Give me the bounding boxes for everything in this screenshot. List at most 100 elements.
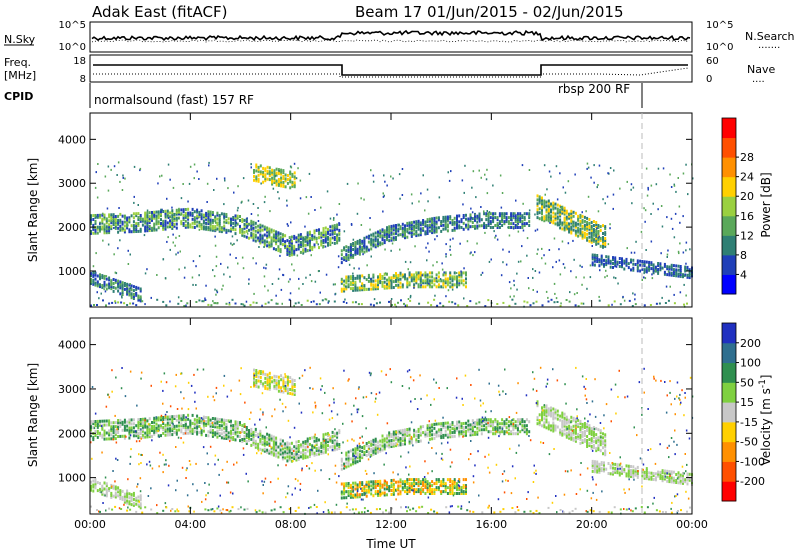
heatmap-cell bbox=[516, 214, 519, 218]
heatmap-cell bbox=[110, 215, 113, 219]
heatmap-cell bbox=[397, 285, 400, 289]
heatmap-noise-cell bbox=[113, 165, 116, 168]
heatmap-cell bbox=[220, 212, 223, 216]
heatmap-cell bbox=[554, 428, 557, 432]
heatmap-cell bbox=[592, 440, 595, 444]
heatmap-cell bbox=[275, 379, 278, 383]
heatmap-cell bbox=[581, 214, 584, 218]
heatmap-cell bbox=[252, 228, 255, 232]
heatmap-cell bbox=[356, 487, 359, 491]
heatmap-cell bbox=[160, 416, 162, 420]
heatmap-cell bbox=[374, 285, 377, 289]
heatmap-cell bbox=[603, 264, 605, 268]
heatmap-cell bbox=[275, 232, 278, 236]
heatmap-cell bbox=[579, 213, 582, 217]
heatmap-cell bbox=[266, 383, 269, 387]
heatmap-cell bbox=[559, 220, 562, 224]
heatmap-cell bbox=[264, 376, 267, 380]
heatmap-cell bbox=[340, 457, 343, 461]
heatmap-noise-cell bbox=[265, 263, 268, 266]
heatmap-cell bbox=[616, 463, 619, 467]
heatmap-cell bbox=[431, 429, 434, 433]
heatmap-cell bbox=[688, 276, 691, 280]
heatmap-noise-cell bbox=[586, 287, 588, 290]
heatmap-noise-cell bbox=[685, 294, 687, 297]
heatmap-cell bbox=[200, 421, 203, 425]
colorbar-tick-label: 20 bbox=[740, 190, 754, 203]
heatmap-cell bbox=[446, 427, 449, 431]
heatmap-cell bbox=[277, 451, 280, 455]
heatmap-cell bbox=[243, 230, 246, 234]
heatmap-cell bbox=[494, 418, 497, 422]
heatmap-cell bbox=[592, 432, 595, 436]
heatmap-noise-cell bbox=[479, 220, 481, 223]
heatmap-cell bbox=[236, 434, 239, 438]
heatmap-cell bbox=[252, 236, 255, 240]
heatmap-cell bbox=[471, 419, 474, 423]
heatmap-cell bbox=[262, 170, 265, 174]
heatmap-cell bbox=[101, 427, 104, 431]
heatmap-noise-cell bbox=[214, 229, 217, 232]
heatmap-clutter-cell bbox=[598, 299, 601, 302]
heatmap-cell bbox=[433, 432, 436, 436]
heatmap-cell bbox=[135, 502, 138, 506]
heatmap-cell bbox=[291, 174, 294, 178]
heatmap-cell bbox=[148, 435, 151, 439]
heatmap-cell bbox=[160, 418, 162, 422]
heatmap-cell bbox=[444, 433, 447, 437]
heatmap-cell bbox=[668, 267, 671, 271]
heatmap-cell bbox=[139, 436, 142, 439]
heatmap-cell bbox=[597, 237, 600, 241]
freq-panel: Freq. [MHz] 18 8 60 0 Nave .... bbox=[4, 54, 775, 85]
heatmap-cell bbox=[672, 272, 675, 275]
heatmap-cell bbox=[155, 216, 158, 220]
heatmap-cell bbox=[340, 459, 343, 463]
heatmap-cell bbox=[422, 273, 425, 277]
heatmap-cell bbox=[187, 221, 190, 225]
heatmap-cell bbox=[536, 198, 539, 202]
heatmap-cell bbox=[329, 239, 332, 243]
heatmap-cell bbox=[595, 228, 598, 232]
heatmap-clutter-cell bbox=[333, 300, 336, 303]
heatmap-cell bbox=[456, 216, 458, 220]
heatmap-cell bbox=[570, 229, 573, 233]
heatmap-cell bbox=[92, 479, 95, 483]
heatmap-cell bbox=[262, 372, 265, 376]
heatmap-cell bbox=[568, 434, 571, 438]
heatmap-cell bbox=[604, 445, 607, 449]
heatmap-cell bbox=[108, 219, 111, 223]
heatmap-cell bbox=[105, 437, 108, 441]
heatmap-cell bbox=[236, 216, 239, 220]
heatmap-cell bbox=[406, 281, 409, 285]
heatmap-cell bbox=[528, 212, 531, 216]
heatmap-cell bbox=[139, 215, 142, 219]
heatmap-cell bbox=[290, 235, 293, 239]
heatmap-cell bbox=[596, 256, 599, 259]
heatmap-cell bbox=[252, 442, 255, 446]
heatmap-cell bbox=[415, 490, 418, 494]
heatmap-cell bbox=[556, 223, 559, 227]
heatmap-cell bbox=[592, 229, 595, 233]
heatmap-noise-cell bbox=[214, 288, 216, 291]
heatmap-cell bbox=[525, 430, 528, 434]
heatmap-cell bbox=[469, 425, 472, 429]
heatmap-cell bbox=[189, 211, 192, 215]
heatmap-cell bbox=[121, 283, 124, 287]
heatmap-cell bbox=[442, 490, 445, 494]
heatmap-noise-cell bbox=[682, 172, 685, 175]
heatmap-noise-cell bbox=[587, 195, 590, 198]
heatmap-cell bbox=[374, 279, 377, 283]
heatmap-cell bbox=[456, 226, 458, 230]
heatmap-cell bbox=[119, 493, 122, 497]
heatmap-cell bbox=[435, 480, 438, 484]
heatmap-cell bbox=[182, 210, 185, 214]
heatmap-cell bbox=[216, 217, 219, 221]
heatmap-noise-cell bbox=[687, 193, 689, 196]
heatmap-cell bbox=[645, 266, 648, 270]
heatmap-cell bbox=[297, 245, 300, 249]
heatmap-cell bbox=[592, 233, 595, 237]
heatmap-noise-cell bbox=[607, 172, 609, 175]
heatmap-cell bbox=[383, 487, 386, 491]
heatmap-cell bbox=[234, 430, 237, 434]
heatmap-cell bbox=[618, 463, 621, 467]
